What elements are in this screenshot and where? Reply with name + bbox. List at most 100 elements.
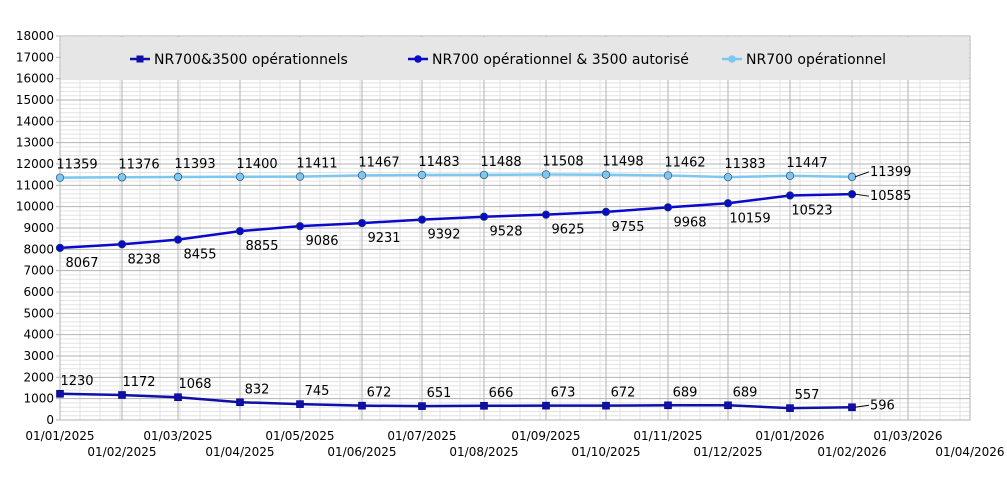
x-tick-label: 01/08/2025	[449, 445, 518, 459]
series-line	[59, 173, 853, 179]
data-label: 11376	[118, 157, 159, 172]
series-line	[59, 192, 853, 250]
data-label: 11393	[174, 157, 215, 172]
y-tick-label: 7000	[23, 264, 54, 278]
data-label: 11399	[870, 165, 911, 180]
data-label: 11462	[664, 155, 705, 170]
data-label: 745	[305, 384, 330, 399]
data-label: 11411	[296, 157, 337, 172]
data-label: 10159	[729, 211, 770, 226]
data-label: 672	[611, 386, 636, 401]
data-label: 9968	[673, 215, 706, 230]
data-point	[236, 398, 244, 407]
data-labels: 1230 1172 1068 832 745 672 651 666 673 672 689 689 5…	[56, 154, 911, 413]
data-point	[357, 218, 367, 228]
legend-marker	[136, 55, 144, 63]
data-point	[55, 173, 65, 182]
legend-marker	[414, 55, 422, 63]
data-label: 9392	[427, 228, 460, 243]
legend-label: NR700 opérationnel	[746, 52, 886, 68]
data-point	[724, 401, 732, 410]
data-label: 10585	[870, 189, 911, 204]
data-point	[118, 391, 126, 399]
data-point	[117, 173, 127, 182]
x-tick-label: 01/04/2025	[205, 445, 274, 459]
y-tick-label: 8000	[23, 242, 54, 256]
data-point	[541, 170, 551, 179]
series-line	[59, 392, 853, 410]
data-point	[479, 170, 489, 180]
y-tick-label: 11000	[16, 178, 54, 192]
data-point	[848, 403, 856, 412]
data-point	[295, 172, 305, 181]
data-point	[723, 199, 733, 208]
label-leader	[854, 171, 870, 178]
y-tick-label: 14000	[16, 114, 54, 128]
data-label: 666	[489, 386, 514, 401]
data-label: 11483	[418, 155, 459, 170]
data-point	[541, 210, 551, 219]
x-tick-label: 01/01/2026	[755, 429, 824, 443]
data-point	[479, 212, 489, 221]
data-point	[847, 172, 857, 181]
data-point	[847, 190, 857, 199]
legend-label: NR700 opérationnel & 3500 autorisé	[432, 52, 689, 68]
axes: 0 1000 2000 3000 4000 5000 6000 7000 8000 9000 100…	[16, 29, 1005, 459]
legend-box	[61, 37, 969, 80]
data-label: 832	[245, 382, 270, 397]
x-tick-label: 01/10/2025	[571, 445, 640, 459]
y-tick-label: 10000	[16, 200, 54, 214]
data-point	[173, 235, 183, 244]
data-point	[173, 172, 183, 182]
data-label: 557	[795, 388, 820, 403]
y-tick-label: 0	[46, 413, 54, 427]
data-label: 672	[367, 386, 392, 401]
data-point	[663, 203, 673, 212]
data-point	[417, 215, 427, 224]
data-label: 8455	[183, 248, 216, 263]
data-point	[417, 170, 427, 180]
x-tick-label: 01/09/2025	[511, 429, 580, 443]
data-point	[664, 401, 672, 410]
data-label: 1068	[178, 377, 211, 392]
data-label: 689	[733, 385, 758, 400]
data-label: 8067	[65, 256, 98, 271]
x-tick-label: 01/01/2025	[25, 429, 94, 443]
data-point	[786, 404, 794, 412]
data-label: 1172	[122, 375, 155, 390]
data-point	[55, 243, 65, 253]
y-tick-label: 2000	[23, 370, 54, 384]
legend-label: NR700&3500 opérationnels	[154, 52, 348, 68]
x-tick-label: 01/03/2025	[143, 429, 212, 443]
data-point	[602, 401, 610, 410]
data-point	[480, 401, 488, 410]
y-tick-label: 15000	[16, 93, 54, 107]
data-label: 9231	[367, 231, 400, 246]
y-tick-label: 5000	[23, 306, 54, 320]
data-point	[235, 226, 245, 236]
data-label: 9086	[305, 234, 338, 249]
data-label: 11508	[542, 154, 583, 169]
data-label: 11359	[56, 158, 97, 173]
data-point	[174, 393, 182, 402]
legend: NR700&3500 opérationnels NR700 opérationn…	[61, 37, 969, 80]
data-point	[235, 172, 245, 181]
data-point	[418, 402, 426, 410]
data-label: 11400	[236, 157, 277, 172]
data-point	[56, 389, 64, 398]
data-point	[785, 171, 795, 180]
data-label: 651	[427, 386, 452, 401]
data-label: 11498	[602, 155, 643, 170]
data-point	[295, 222, 305, 231]
data-point	[357, 171, 367, 180]
y-tick-label: 13000	[16, 136, 54, 150]
x-tick-label: 01/06/2025	[327, 445, 396, 459]
y-tick-label: 18000	[16, 29, 54, 43]
data-label: 11383	[724, 157, 765, 172]
x-tick-label: 01/04/2026	[935, 445, 1004, 459]
data-label: 9625	[551, 223, 584, 238]
x-tick-label: 01/07/2025	[387, 429, 456, 443]
data-point	[358, 401, 366, 410]
label-leader	[854, 193, 870, 197]
